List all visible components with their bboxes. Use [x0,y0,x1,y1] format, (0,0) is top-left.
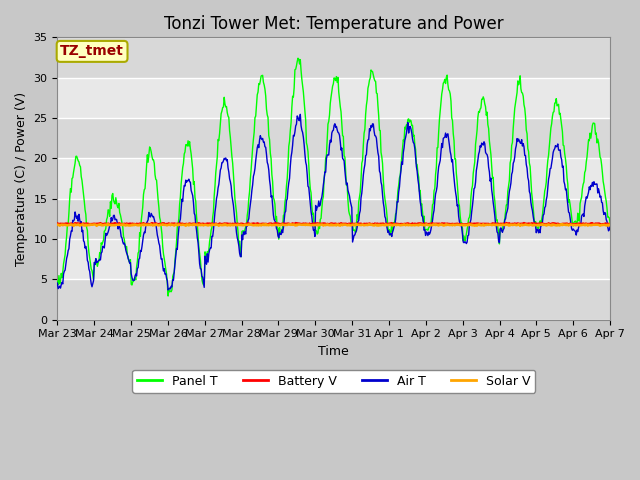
Battery V [177,220,184,226]
Air T [63,252,71,258]
Solar V [121,222,129,228]
Battery V [606,221,614,227]
Air T [177,206,185,212]
Air T [606,224,614,229]
Bar [58,118,610,158]
Bar [58,37,610,78]
Panel T [294,55,302,61]
Panel T [419,209,426,215]
Line: Battery V: Battery V [58,223,610,225]
Battery V [63,220,71,226]
Battery V [205,220,213,226]
Line: Solar V: Solar V [58,224,610,226]
Panel T [120,236,128,242]
Solar V [70,223,77,229]
Panel T [54,278,61,284]
Panel T [63,222,71,228]
Battery V [120,221,128,227]
Air T [296,111,304,117]
Text: TZ_tmet: TZ_tmet [60,44,124,59]
Solar V [63,222,71,228]
Battery V [371,222,378,228]
Panel T [403,122,410,128]
Panel T [177,181,185,187]
Air T [54,280,61,286]
Solar V [418,222,426,228]
Air T [207,245,214,251]
Panel T [606,220,614,226]
Bar [58,158,610,199]
Solar V [606,222,614,228]
Solar V [515,221,522,227]
Line: Air T: Air T [58,114,610,290]
Solar V [207,222,214,228]
Bar [58,239,610,279]
Bar [58,199,610,239]
Battery V [403,221,410,227]
Solar V [402,222,410,228]
Bar [58,279,610,320]
Legend: Panel T, Battery V, Air T, Solar V: Panel T, Battery V, Air T, Solar V [132,370,535,393]
X-axis label: Time: Time [318,345,349,358]
Y-axis label: Temperature (C) / Power (V): Temperature (C) / Power (V) [15,92,28,265]
Solar V [177,222,185,228]
Battery V [292,220,300,226]
Air T [164,287,172,293]
Panel T [207,234,214,240]
Battery V [419,222,426,228]
Title: Tonzi Tower Met: Temperature and Power: Tonzi Tower Met: Temperature and Power [164,15,504,33]
Solar V [54,222,61,228]
Air T [419,214,426,219]
Bar [58,78,610,118]
Air T [120,240,128,246]
Air T [403,131,410,136]
Line: Panel T: Panel T [58,58,610,296]
Battery V [54,220,61,226]
Panel T [164,293,172,299]
